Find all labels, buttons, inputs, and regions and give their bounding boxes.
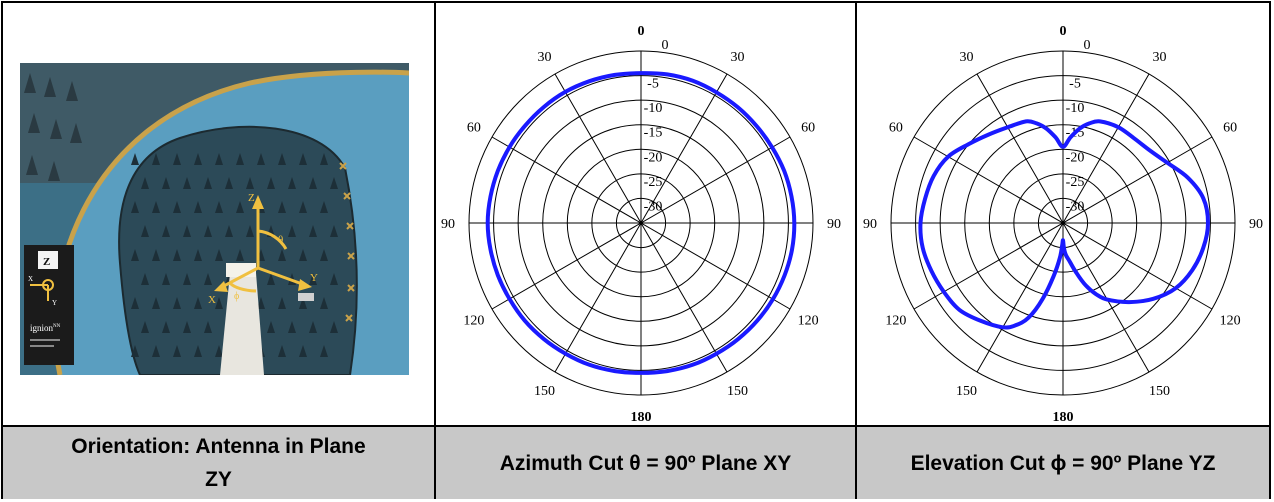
angle-tick-label: 30: [538, 50, 552, 65]
radial-tick-label: -20: [644, 150, 663, 165]
angle-tick-label: 90: [827, 217, 841, 232]
angle-tick-label: 60: [467, 121, 481, 136]
anechoic-chamber-photo: Z θ X ϕ Y Z X Y ignionNN: [20, 63, 409, 375]
angular-spoke: [976, 73, 1150, 373]
angle-tick-label: 120: [1220, 314, 1241, 329]
card-axis-x: X: [28, 275, 33, 283]
angle-tick-label: 150: [1149, 384, 1170, 399]
angle-tick-label: 150: [534, 384, 555, 399]
pattern-series-line: [918, 119, 1210, 330]
angle-tick-label: 60: [801, 121, 815, 136]
angle-tick-label: 0: [638, 24, 645, 39]
radial-tick-label: -15: [644, 126, 663, 141]
row-divider: [3, 425, 1269, 427]
elevation-polar-chart: 03060901201501801501209060300-5-10-15-20…: [863, 24, 1263, 425]
angle-tick-label: 180: [1053, 410, 1074, 425]
caption-azimuth-text: Azimuth Cut θ = 90º Plane XY: [499, 451, 792, 475]
angle-tick-label: 30: [1153, 50, 1167, 65]
angle-tick-label: 150: [727, 384, 748, 399]
ignion-logo-superscript: NN: [53, 324, 61, 329]
angle-tick-label: 30: [960, 50, 974, 65]
angle-tick-label: 150: [956, 384, 977, 399]
photo-axis-theta: θ: [278, 234, 283, 246]
column-divider: [855, 3, 857, 497]
radial-tick-label: -10: [1066, 101, 1085, 116]
angle-tick-label: 90: [441, 217, 455, 232]
radial-tick-label: -30: [644, 199, 663, 214]
column-divider: [434, 3, 436, 497]
radial-tick-label: -30: [1066, 199, 1085, 214]
ignion-logo-text: ignion: [30, 323, 54, 333]
angle-tick-label: 120: [885, 314, 906, 329]
photo-axis-y: Y: [310, 272, 318, 284]
radial-tick-label: -10: [644, 101, 663, 116]
angle-tick-label: 90: [863, 217, 877, 232]
photo-axis-x: X: [208, 294, 216, 306]
svg-text:ignionNN: ignionNN: [30, 323, 61, 333]
caption-elevation-text: Elevation Cut ϕ = 90º Plane YZ: [910, 451, 1216, 475]
radial-tick-label: -5: [1069, 77, 1081, 92]
azimuth-polar-chart: 0 30 60 90 120 150 180 150 120 90 60 30 0 -5 -10 -15 -20…: [441, 24, 841, 425]
pattern-series-line: [485, 71, 797, 375]
angle-tick-label: 60: [889, 121, 903, 136]
angle-tick-label: 30: [731, 50, 745, 65]
caption-elevation: Elevation Cut ϕ = 90º Plane YZ: [857, 427, 1269, 499]
radial-tick-label: -5: [647, 77, 659, 92]
photo-axis-z: Z: [248, 192, 255, 204]
radial-tick-label: -25: [1066, 175, 1085, 190]
radial-tick-label: 0: [1084, 38, 1091, 53]
radial-tick-label: -20: [1066, 150, 1085, 165]
caption-azimuth: Azimuth Cut θ = 90º Plane XY: [436, 427, 855, 499]
radial-tick-label: -25: [644, 175, 663, 190]
angle-tick-label: 180: [631, 410, 652, 425]
caption-orientation: Orientation: Antenna in Plane ZY: [3, 427, 434, 499]
angle-tick-label: 90: [1249, 217, 1263, 232]
radial-tick-label: 0: [662, 38, 669, 53]
card-axis-y: Y: [52, 299, 57, 307]
angle-tick-label: 120: [463, 314, 484, 329]
angle-tick-label: 60: [1223, 121, 1237, 136]
angle-tick-label: 120: [798, 314, 819, 329]
angular-spoke: [554, 73, 728, 373]
card-axis-z: Z: [43, 256, 50, 268]
info-card: Z X Y ignionNN: [24, 245, 74, 365]
photo-axis-phi: ϕ: [234, 291, 239, 302]
angle-tick-label: 0: [1060, 24, 1067, 39]
caption-orientation-text: Orientation: Antenna in Plane ZY: [71, 435, 366, 491]
